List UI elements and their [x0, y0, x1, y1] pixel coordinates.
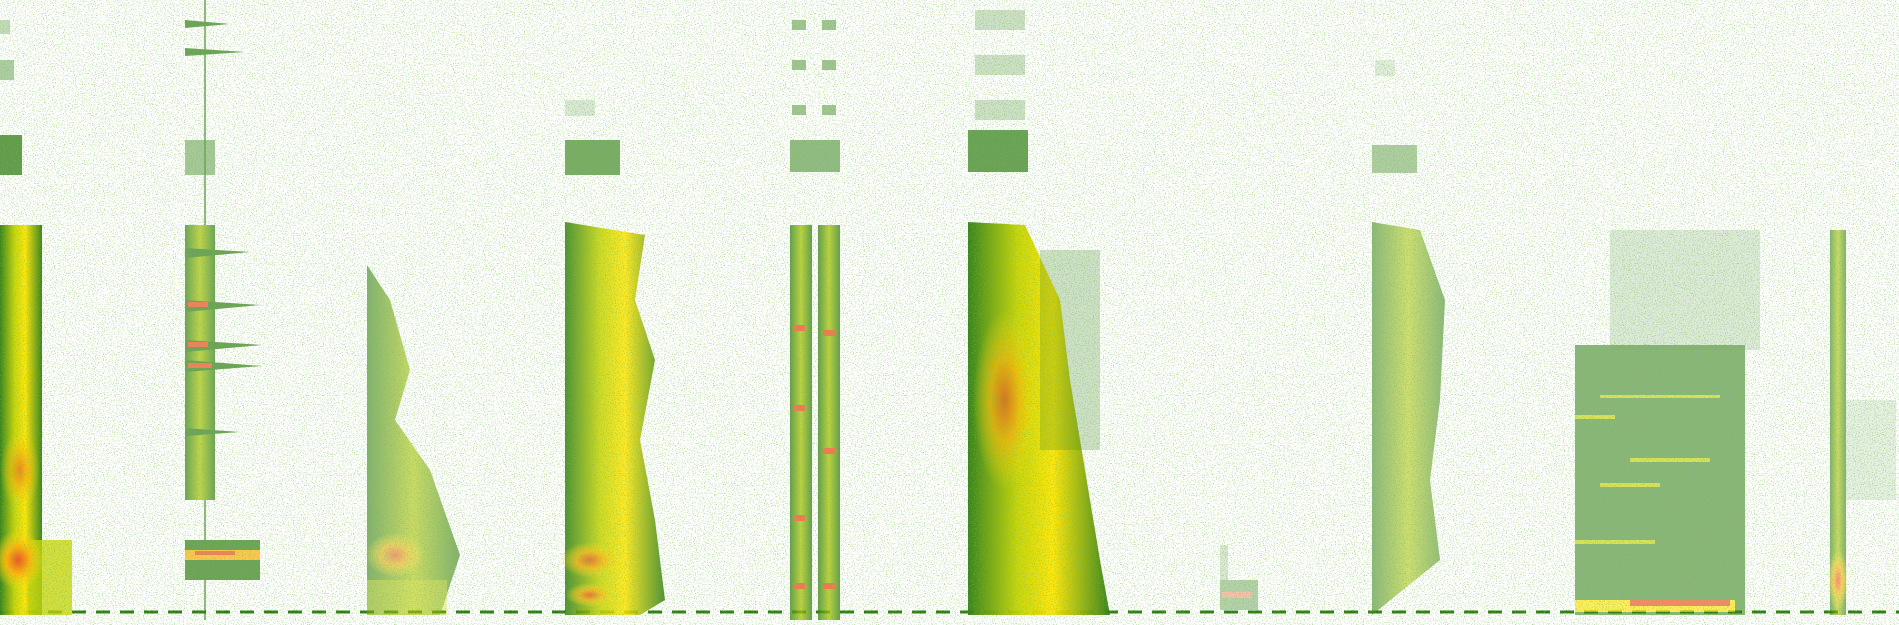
noise-overlay	[0, 0, 1899, 625]
spectrogram-image	[0, 0, 1899, 625]
